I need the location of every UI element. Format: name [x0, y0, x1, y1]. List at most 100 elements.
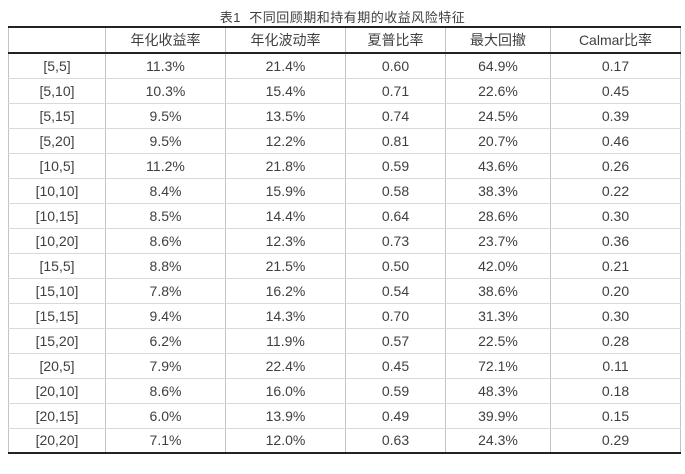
period-cell: [15,15]	[8, 303, 106, 329]
period-cell: [20,15]	[8, 403, 106, 429]
value-cell: 15.9%	[225, 178, 346, 204]
risk-return-table: 年化收益率 年化波动率 夏普比率 最大回撤 Calmar比率 [5,5] 11.3% 21.…	[8, 26, 681, 454]
value-cell: 8.8%	[105, 253, 226, 279]
value-cell: 13.9%	[225, 403, 346, 429]
value-cell: 8.5%	[105, 203, 226, 229]
table-row: [5,20] 9.5% 12.2% 0.81 20.7% 0.46	[8, 128, 681, 154]
table-header: 年化收益率 年化波动率 夏普比率 最大回撤 Calmar比率	[8, 27, 681, 53]
table-row: [10,5] 11.2% 21.8% 0.59 43.6% 0.26	[8, 153, 681, 179]
value-cell: 0.22	[550, 178, 681, 204]
period-cell: [10,15]	[8, 203, 106, 229]
column-header-3: 夏普比率	[345, 27, 446, 53]
value-cell: 22.6%	[445, 78, 551, 104]
value-cell: 9.4%	[105, 303, 226, 329]
value-cell: 0.26	[550, 153, 681, 179]
value-cell: 24.3%	[445, 428, 551, 454]
value-cell: 22.4%	[225, 353, 346, 379]
value-cell: 64.9%	[445, 53, 551, 79]
column-header-4: 最大回撤	[445, 27, 551, 53]
value-cell: 0.60	[345, 53, 446, 79]
value-cell: 0.64	[345, 203, 446, 229]
column-header-period	[8, 27, 106, 53]
value-cell: 14.4%	[225, 203, 346, 229]
period-cell: [5,5]	[8, 53, 106, 79]
value-cell: 0.73	[345, 228, 446, 254]
value-cell: 0.54	[345, 278, 446, 304]
period-cell: [20,10]	[8, 378, 106, 404]
value-cell: 0.21	[550, 253, 681, 279]
value-cell: 21.5%	[225, 253, 346, 279]
table-row: [20,5] 7.9% 22.4% 0.45 72.1% 0.11	[8, 353, 681, 379]
value-cell: 0.11	[550, 353, 681, 379]
value-cell: 0.70	[345, 303, 446, 329]
table-row: [15,15] 9.4% 14.3% 0.70 31.3% 0.30	[8, 303, 681, 329]
value-cell: 11.3%	[105, 53, 226, 79]
table-row: [10,10] 8.4% 15.9% 0.58 38.3% 0.22	[8, 178, 681, 204]
table-row: [20,10] 8.6% 16.0% 0.59 48.3% 0.18	[8, 378, 681, 404]
value-cell: 0.50	[345, 253, 446, 279]
period-cell: [20,5]	[8, 353, 106, 379]
value-cell: 0.45	[345, 353, 446, 379]
period-cell: [5,15]	[8, 103, 106, 129]
period-cell: [15,5]	[8, 253, 106, 279]
value-cell: 43.6%	[445, 153, 551, 179]
value-cell: 0.46	[550, 128, 681, 154]
value-cell: 12.2%	[225, 128, 346, 154]
value-cell: 0.59	[345, 378, 446, 404]
value-cell: 24.5%	[445, 103, 551, 129]
value-cell: 0.29	[550, 428, 681, 454]
value-cell: 16.0%	[225, 378, 346, 404]
value-cell: 6.2%	[105, 328, 226, 354]
value-cell: 0.81	[345, 128, 446, 154]
value-cell: 38.6%	[445, 278, 551, 304]
value-cell: 0.71	[345, 78, 446, 104]
period-cell: [5,10]	[8, 78, 106, 104]
value-cell: 0.20	[550, 278, 681, 304]
value-cell: 0.74	[345, 103, 446, 129]
period-cell: [10,20]	[8, 228, 106, 254]
table-row: [10,15] 8.5% 14.4% 0.64 28.6% 0.30	[8, 203, 681, 229]
value-cell: 11.9%	[225, 328, 346, 354]
value-cell: 11.2%	[105, 153, 226, 179]
value-cell: 10.3%	[105, 78, 226, 104]
value-cell: 31.3%	[445, 303, 551, 329]
value-cell: 7.9%	[105, 353, 226, 379]
value-cell: 22.5%	[445, 328, 551, 354]
value-cell: 6.0%	[105, 403, 226, 429]
value-cell: 15.4%	[225, 78, 346, 104]
table-title: 表1 不同回顾期和持有期的收益风险特征	[219, 10, 466, 25]
period-cell: [10,5]	[8, 153, 106, 179]
value-cell: 0.59	[345, 153, 446, 179]
table-row: [15,10] 7.8% 16.2% 0.54 38.6% 0.20	[8, 278, 681, 304]
value-cell: 13.5%	[225, 103, 346, 129]
value-cell: 0.39	[550, 103, 681, 129]
value-cell: 72.1%	[445, 353, 551, 379]
period-cell: [5,20]	[8, 128, 106, 154]
table-row: [5,10] 10.3% 15.4% 0.71 22.6% 0.45	[8, 78, 681, 104]
table-row: [20,15] 6.0% 13.9% 0.49 39.9% 0.15	[8, 403, 681, 429]
value-cell: 12.3%	[225, 228, 346, 254]
value-cell: 8.4%	[105, 178, 226, 204]
value-cell: 12.0%	[225, 428, 346, 454]
column-header-1: 年化收益率	[105, 27, 226, 53]
value-cell: 0.58	[345, 178, 446, 204]
table-body: [5,5] 11.3% 21.4% 0.60 64.9% 0.17 [5,10] 10.3% 1…	[8, 53, 681, 454]
period-cell: [10,10]	[8, 178, 106, 204]
value-cell: 0.49	[345, 403, 446, 429]
value-cell: 0.57	[345, 328, 446, 354]
value-cell: 39.9%	[445, 403, 551, 429]
value-cell: 42.0%	[445, 253, 551, 279]
value-cell: 0.63	[345, 428, 446, 454]
column-header-5: Calmar比率	[550, 27, 681, 53]
value-cell: 7.8%	[105, 278, 226, 304]
value-cell: 38.3%	[445, 178, 551, 204]
header-row: 年化收益率 年化波动率 夏普比率 最大回撤 Calmar比率	[8, 27, 681, 53]
table-row: [10,20] 8.6% 12.3% 0.73 23.7% 0.36	[8, 228, 681, 254]
column-header-2: 年化波动率	[225, 27, 346, 53]
value-cell: 0.15	[550, 403, 681, 429]
value-cell: 16.2%	[225, 278, 346, 304]
value-cell: 7.1%	[105, 428, 226, 454]
value-cell: 0.28	[550, 328, 681, 354]
period-cell: [20,20]	[8, 428, 106, 454]
